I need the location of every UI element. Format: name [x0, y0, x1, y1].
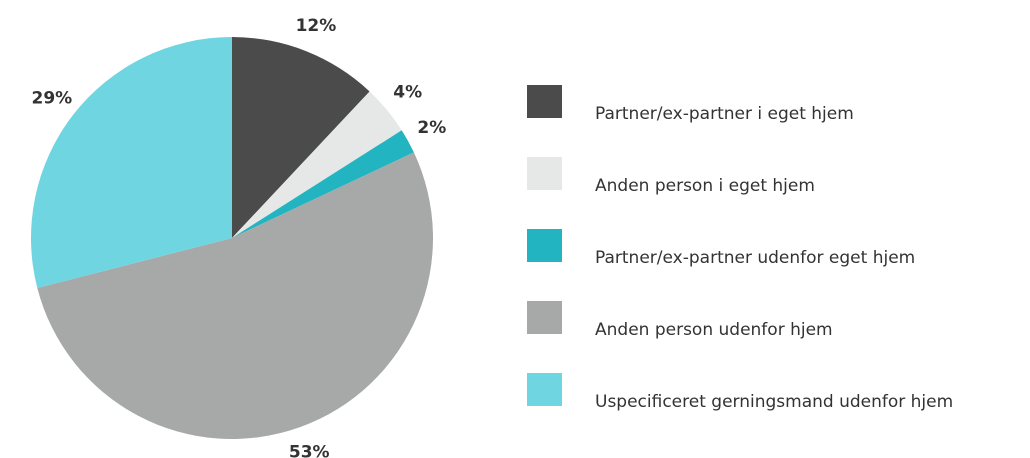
- slice-label: 4%: [393, 83, 422, 103]
- legend-label: Partner/ex-partner udenfor eget hjem: [595, 248, 915, 268]
- pie-slice: [232, 130, 414, 238]
- legend-swatch: [527, 373, 562, 406]
- legend-swatch: [527, 229, 562, 262]
- pie-slice: [31, 37, 232, 288]
- legend-swatch: [527, 157, 562, 190]
- legend-label: Anden person udenfor hjem: [595, 320, 833, 340]
- slice-label: 12%: [296, 16, 337, 36]
- slice-label: 2%: [417, 118, 446, 138]
- legend-label: Uspecificeret gerningsmand udenfor hjem: [595, 392, 953, 412]
- pie-slice: [232, 37, 370, 238]
- legend-swatch: [527, 85, 562, 118]
- slice-label: 29%: [31, 88, 72, 108]
- legend-swatch: [527, 301, 562, 334]
- legend-label: Partner/ex-partner i eget hjem: [595, 104, 854, 124]
- slice-label: 53%: [289, 443, 330, 458]
- pie-slice: [37, 152, 433, 439]
- legend-label: Anden person i eget hjem: [595, 176, 815, 196]
- pie-slice: [232, 91, 402, 239]
